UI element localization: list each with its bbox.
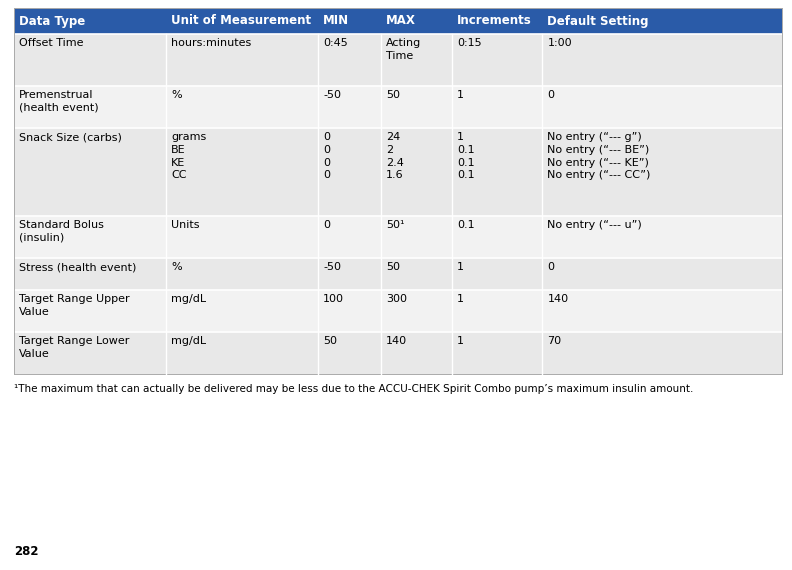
Text: Acting
Time: Acting Time (386, 38, 421, 61)
Text: 1: 1 (457, 294, 464, 304)
Bar (14, 86, 782, 128)
Bar (14, 258, 782, 290)
Text: 1: 1 (457, 336, 464, 346)
Bar (14, 8, 782, 34)
Text: 24
2
2.4
1.6: 24 2 2.4 1.6 (386, 132, 404, 180)
Text: Unit of Measurement: Unit of Measurement (171, 14, 311, 27)
Text: grams
BE
KE
CC: grams BE KE CC (171, 132, 206, 180)
Text: 50: 50 (323, 336, 337, 346)
Bar (14, 332, 782, 374)
Text: 50: 50 (386, 262, 400, 272)
Bar (14, 290, 782, 332)
Text: 1
0.1
0.1
0.1: 1 0.1 0.1 0.1 (457, 132, 474, 180)
Text: 0:15: 0:15 (457, 38, 482, 48)
Text: MIN: MIN (323, 14, 349, 27)
Bar (14, 128, 782, 216)
Text: mg/dL: mg/dL (171, 336, 206, 346)
Text: Data Type: Data Type (19, 14, 86, 27)
Text: Units: Units (171, 220, 200, 230)
Text: 50: 50 (386, 90, 400, 100)
Text: ¹The maximum that can actually be delivered may be less due to the ACCU-CHEK Spi: ¹The maximum that can actually be delive… (14, 384, 693, 394)
Text: 300: 300 (386, 294, 407, 304)
Text: 0.1: 0.1 (457, 220, 474, 230)
Text: No entry (“--- g”)
No entry (“--- BE”)
No entry (“--- KE”)
No entry (“--- CC”): No entry (“--- g”) No entry (“--- BE”) N… (547, 132, 651, 180)
Text: Stress (health event): Stress (health event) (19, 262, 136, 272)
Text: Premenstrual
(health event): Premenstrual (health event) (19, 90, 99, 113)
Text: MAX: MAX (386, 14, 416, 27)
Text: 1: 1 (457, 262, 464, 272)
Text: 1:00: 1:00 (547, 38, 572, 48)
Text: hours:minutes: hours:minutes (171, 38, 251, 48)
Text: 140: 140 (547, 294, 569, 304)
Text: 0
0
0
0: 0 0 0 0 (323, 132, 330, 180)
Text: 50¹: 50¹ (386, 220, 405, 230)
Text: 0: 0 (323, 220, 330, 230)
Text: %: % (171, 262, 181, 272)
Text: mg/dL: mg/dL (171, 294, 206, 304)
Text: 0:45: 0:45 (323, 38, 348, 48)
Bar (14, 34, 782, 86)
Text: 0: 0 (547, 90, 554, 100)
Text: 1: 1 (457, 90, 464, 100)
Text: 70: 70 (547, 336, 562, 346)
Text: Default Setting: Default Setting (547, 14, 649, 27)
Text: 140: 140 (386, 336, 407, 346)
Text: Target Range Lower
Value: Target Range Lower Value (19, 336, 129, 359)
Text: Offset Time: Offset Time (19, 38, 83, 48)
Text: 100: 100 (323, 294, 345, 304)
Text: Increments: Increments (457, 14, 531, 27)
Text: Standard Bolus
(insulin): Standard Bolus (insulin) (19, 220, 104, 243)
Text: 282: 282 (14, 545, 39, 558)
Text: Snack Size (carbs): Snack Size (carbs) (19, 132, 122, 142)
Bar (14, 216, 782, 258)
Text: 0: 0 (547, 262, 554, 272)
Text: No entry (“--- u”): No entry (“--- u”) (547, 220, 642, 230)
Text: -50: -50 (323, 262, 341, 272)
Text: Target Range Upper
Value: Target Range Upper Value (19, 294, 130, 317)
Text: %: % (171, 90, 181, 100)
Text: -50: -50 (323, 90, 341, 100)
